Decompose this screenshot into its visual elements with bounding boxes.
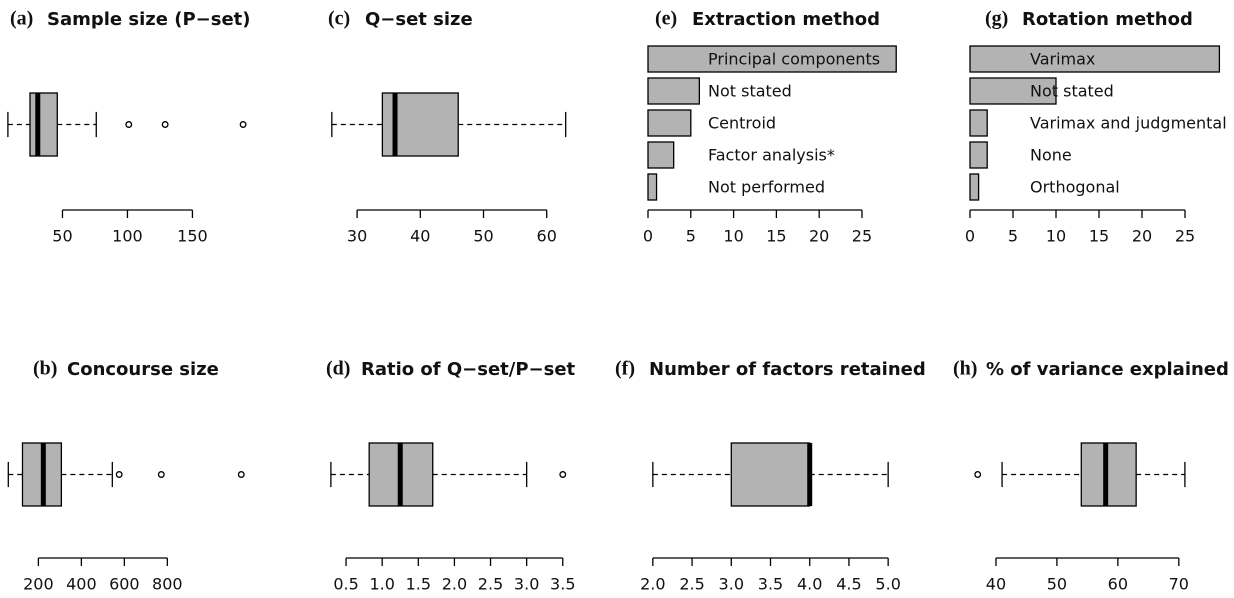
category-label: Centroid	[708, 114, 776, 133]
panel-label: (g)	[985, 8, 1008, 30]
outlier	[157, 471, 165, 478]
x-tick-label: 15	[1089, 227, 1109, 246]
panel-label: (c)	[328, 8, 350, 30]
x-tick-label: 100	[112, 227, 143, 246]
x-tick-label: 600	[109, 575, 140, 594]
panel-title: Rotation method	[1022, 9, 1193, 30]
panel-label: (a)	[10, 8, 33, 30]
bar	[647, 109, 692, 137]
box	[1080, 442, 1137, 507]
x-tick-label: 2.0	[442, 575, 467, 594]
x-tick-label: 3.0	[719, 575, 744, 594]
x-tick-label: 50	[52, 227, 72, 246]
panel-title: Extraction method	[692, 9, 880, 30]
category-label: Not performed	[708, 178, 825, 197]
category-label: Principal components	[708, 50, 880, 69]
category-label: Factor analysis*	[708, 146, 835, 165]
box	[29, 92, 58, 157]
x-tick-label: 150	[177, 227, 208, 246]
outlier	[974, 471, 982, 478]
x-tick-label: 1.5	[406, 575, 431, 594]
x-tick-label: 400	[66, 575, 97, 594]
bar	[969, 45, 1221, 73]
x-tick-label: 50	[1047, 575, 1067, 594]
category-label: Not stated	[708, 82, 792, 101]
panel-label: (d)	[326, 358, 350, 380]
bar	[969, 173, 980, 201]
x-tick-label: 4.5	[836, 575, 861, 594]
panel-label: (b)	[33, 358, 57, 380]
x-tick-label: 15	[766, 227, 786, 246]
box	[730, 442, 811, 507]
category-label: Varimax and judgmental	[1030, 114, 1227, 133]
x-tick-label: 0.5	[333, 575, 358, 594]
category-label: Orthogonal	[1030, 178, 1120, 197]
x-tick-label: 20	[809, 227, 829, 246]
x-tick-label: 3.5	[758, 575, 783, 594]
x-tick-label: 2.5	[478, 575, 503, 594]
panel-title: % of variance explained	[986, 359, 1229, 380]
x-tick-label: 3.5	[550, 575, 575, 594]
panel-title: Q−set size	[365, 9, 473, 30]
bar	[969, 141, 988, 169]
outlier	[115, 471, 123, 478]
x-tick-label: 4.0	[797, 575, 822, 594]
x-tick-label: 0	[643, 227, 653, 246]
x-tick-label: 10	[723, 227, 743, 246]
x-tick-label: 1.0	[369, 575, 394, 594]
x-tick-label: 2.5	[679, 575, 704, 594]
x-tick-label: 60	[537, 227, 557, 246]
outlier	[239, 121, 247, 128]
panel-title: Sample size (P−set)	[47, 9, 250, 30]
x-tick-label: 70	[1169, 575, 1189, 594]
panel-label: (e)	[655, 8, 677, 30]
x-tick-label: 10	[1046, 227, 1066, 246]
x-tick-label: 25	[1175, 227, 1195, 246]
panel-label: (f)	[615, 358, 635, 380]
outlier	[237, 471, 245, 478]
x-tick-label: 5.0	[875, 575, 900, 594]
x-tick-label: 200	[23, 575, 54, 594]
x-tick-label: 60	[1108, 575, 1128, 594]
bar	[647, 141, 675, 169]
x-tick-label: 3.0	[514, 575, 539, 594]
bar	[647, 77, 701, 105]
outlier	[559, 471, 567, 478]
x-tick-label: 0	[965, 227, 975, 246]
x-tick-label: 2.0	[640, 575, 665, 594]
panel-title: Ratio of Q−set/P−set	[361, 359, 576, 380]
x-tick-label: 40	[986, 575, 1006, 594]
bar	[647, 45, 897, 73]
bar	[969, 77, 1057, 105]
x-tick-label: 30	[347, 227, 367, 246]
bar	[647, 173, 658, 201]
x-tick-label: 40	[410, 227, 430, 246]
panel-title: Number of factors retained	[649, 359, 926, 380]
x-tick-label: 20	[1132, 227, 1152, 246]
outlier	[161, 121, 169, 128]
x-tick-label: 5	[1008, 227, 1018, 246]
x-tick-label: 50	[473, 227, 493, 246]
panel-title: Concourse size	[67, 359, 219, 380]
bar	[969, 109, 988, 137]
x-tick-label: 25	[852, 227, 872, 246]
panel-label: (h)	[953, 358, 977, 380]
outlier	[125, 121, 133, 128]
category-label: None	[1030, 146, 1072, 165]
category-label: Not stated	[1030, 82, 1114, 101]
x-tick-label: 800	[152, 575, 183, 594]
category-label: Varimax	[1030, 50, 1095, 69]
x-tick-label: 5	[686, 227, 696, 246]
